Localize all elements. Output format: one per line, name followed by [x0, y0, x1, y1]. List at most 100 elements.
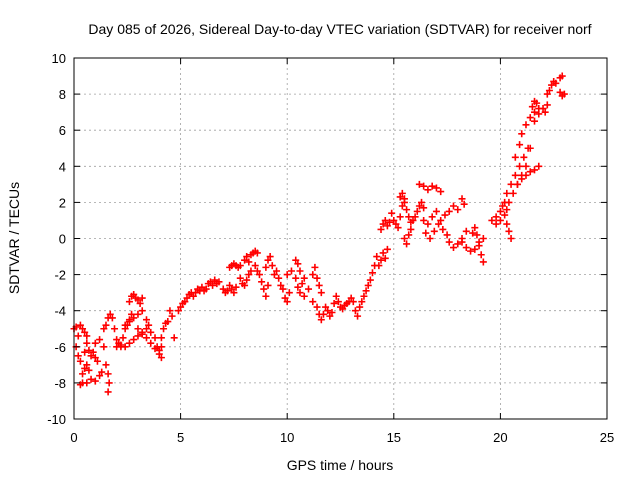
data-point	[479, 235, 487, 242]
data-point	[531, 166, 539, 174]
data-point	[394, 224, 402, 232]
y-tick-labels: -10 -8 -6 -4 -2 0 2 4 6 8 10	[47, 51, 66, 427]
data-point	[285, 289, 293, 297]
data-point	[471, 245, 479, 253]
data-point	[473, 231, 481, 239]
data-point	[449, 244, 457, 252]
data-point	[415, 202, 423, 210]
data-point	[93, 357, 101, 365]
data-point	[496, 216, 504, 224]
data-points	[70, 72, 568, 396]
x-tick-label: 0	[70, 430, 77, 445]
data-point	[398, 202, 406, 210]
data-point	[74, 352, 82, 360]
data-point	[383, 222, 391, 230]
data-point	[377, 225, 385, 233]
data-point	[520, 153, 528, 161]
data-point	[454, 240, 462, 248]
data-point	[516, 141, 524, 149]
data-point	[556, 88, 564, 96]
data-point	[300, 274, 308, 282]
data-point	[245, 258, 253, 266]
chart-title: Day 085 of 2026, Sidereal Day-to-day VTE…	[88, 21, 591, 37]
data-point	[445, 238, 453, 246]
data-point	[420, 182, 428, 190]
data-point	[543, 101, 551, 109]
data-point	[505, 227, 513, 235]
data-point	[253, 267, 261, 275]
data-point	[443, 231, 451, 239]
data-point	[458, 238, 466, 246]
data-point	[358, 298, 366, 306]
data-point	[513, 180, 521, 188]
y-axis-label: SDTVAR / TECUs	[6, 182, 22, 294]
data-point	[356, 303, 364, 311]
data-point	[202, 285, 210, 293]
data-point	[415, 180, 423, 188]
data-point	[317, 316, 325, 324]
data-point	[243, 276, 251, 284]
data-point	[134, 310, 142, 318]
y-tick-label: 0	[59, 232, 66, 247]
data-point	[177, 303, 185, 311]
data-point	[83, 332, 91, 340]
data-point	[113, 336, 121, 344]
data-point	[287, 267, 295, 275]
data-point	[247, 267, 255, 275]
data-point	[157, 354, 165, 362]
data-point	[479, 258, 487, 266]
data-point	[332, 292, 340, 300]
data-point	[328, 309, 336, 317]
data-point	[503, 189, 511, 197]
data-point	[230, 289, 238, 297]
data-point	[368, 269, 376, 277]
data-point	[226, 281, 234, 289]
data-point	[100, 343, 108, 351]
data-point	[270, 271, 278, 279]
data-point	[96, 336, 104, 344]
y-tick-label: -10	[47, 412, 66, 427]
data-point	[377, 256, 385, 264]
y-tick-label: -8	[54, 376, 66, 391]
data-point	[81, 328, 89, 336]
data-point	[471, 224, 479, 232]
y-tick-label: 10	[52, 51, 66, 66]
data-point	[403, 206, 411, 214]
data-point	[545, 86, 553, 94]
data-point	[83, 361, 91, 369]
data-point	[108, 314, 116, 322]
data-point	[469, 229, 477, 237]
data-point	[311, 263, 319, 271]
data-point	[157, 343, 165, 351]
data-point	[277, 281, 285, 289]
data-point	[85, 366, 93, 374]
data-point	[313, 274, 321, 282]
data-point	[155, 346, 163, 354]
x-tick-label: 15	[387, 430, 401, 445]
data-point	[390, 216, 398, 224]
data-point	[492, 213, 500, 221]
data-point	[535, 105, 543, 113]
data-point	[424, 220, 432, 228]
data-point	[439, 225, 447, 233]
data-point	[437, 188, 445, 196]
data-point	[134, 325, 142, 333]
data-point	[130, 290, 138, 298]
data-point	[157, 334, 165, 342]
data-point	[511, 171, 519, 179]
data-point	[294, 283, 302, 291]
data-point	[432, 207, 440, 215]
data-point	[125, 318, 133, 326]
data-point	[535, 162, 543, 170]
data-point	[462, 244, 470, 252]
data-point	[138, 294, 146, 302]
data-point	[174, 307, 182, 315]
data-point	[245, 271, 253, 279]
data-point	[232, 283, 240, 291]
data-point	[83, 339, 91, 347]
data-point	[264, 281, 272, 289]
data-point	[151, 334, 159, 342]
data-point	[379, 249, 387, 257]
data-point	[496, 207, 504, 215]
